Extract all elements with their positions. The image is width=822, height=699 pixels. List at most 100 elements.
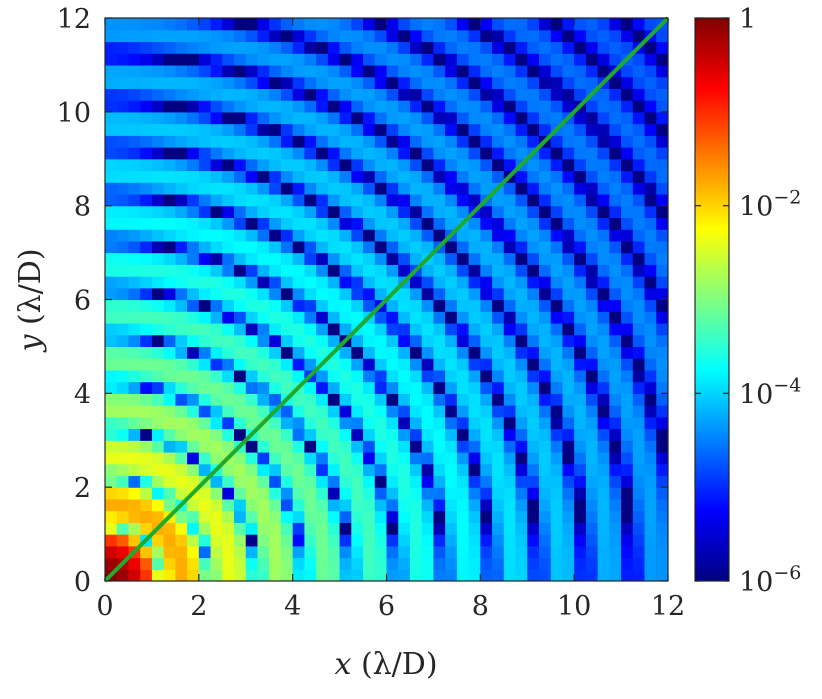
heatmap-cell	[503, 217, 517, 230]
heatmap-cell	[163, 205, 176, 218]
heatmap-cell	[128, 369, 141, 383]
heatmap-cell	[374, 170, 388, 183]
heatmap-cell	[621, 252, 634, 265]
heatmap-cell	[116, 276, 130, 289]
heatmap-cell	[503, 287, 517, 301]
heatmap-cell	[503, 569, 517, 581]
heatmap-cell	[574, 346, 587, 359]
heatmap-cell	[339, 475, 352, 488]
heatmap-cell	[550, 416, 564, 430]
heatmap-cell	[292, 147, 305, 160]
heatmap-cell	[292, 299, 305, 312]
heatmap-cell	[140, 463, 153, 477]
heatmap-cell	[128, 276, 141, 289]
heatmap-cell	[327, 405, 341, 418]
heatmap-cell	[644, 76, 657, 89]
heatmap-cell	[105, 135, 118, 148]
heatmap-cell	[644, 393, 657, 406]
heatmap-cell	[105, 322, 118, 336]
heatmap-cell	[409, 369, 423, 383]
heatmap-cell	[632, 287, 646, 301]
heatmap-cell	[128, 381, 141, 394]
heatmap-cell	[386, 100, 399, 113]
heatmap-cell	[409, 276, 423, 289]
heatmap-cell	[257, 498, 270, 512]
heatmap-cell	[374, 522, 388, 535]
heatmap-cell	[433, 170, 446, 183]
heatmap-cell	[116, 428, 130, 441]
heatmap-cell	[538, 510, 552, 523]
heatmap-cell	[492, 311, 505, 324]
heatmap-cell	[656, 287, 668, 301]
heatmap-cell	[269, 369, 282, 383]
heatmap-cell	[140, 100, 153, 113]
heatmap-cell	[105, 510, 118, 523]
heatmap-cell	[492, 463, 505, 477]
heatmap-cell	[234, 182, 247, 195]
heatmap-cell	[257, 475, 270, 488]
heatmap-cell	[292, 276, 305, 289]
heatmap-cell	[503, 522, 517, 535]
heatmap-cell	[280, 276, 294, 289]
heatmap-cell	[515, 41, 528, 54]
heatmap-cell	[116, 217, 130, 230]
heatmap-cell	[175, 229, 188, 242]
heatmap-cell	[304, 569, 317, 581]
heatmap-cell	[632, 475, 646, 488]
heatmap-cell	[151, 299, 165, 312]
heatmap-cell	[398, 100, 411, 113]
heatmap-cell	[351, 29, 364, 43]
heatmap-cell	[222, 416, 235, 430]
heatmap-cell	[480, 100, 493, 113]
heatmap-cell	[656, 123, 668, 136]
heatmap-cell	[316, 311, 329, 324]
heatmap-cell	[128, 405, 141, 418]
heatmap-cell	[644, 264, 657, 277]
heatmap-cell	[339, 264, 352, 277]
heatmap-cell	[245, 182, 259, 195]
heatmap-cell	[363, 53, 376, 66]
heatmap-cell	[468, 135, 481, 148]
heatmap-cell	[292, 534, 305, 547]
heatmap-cell	[292, 416, 305, 430]
heatmap-cell	[280, 358, 294, 371]
heatmap-cell	[468, 64, 481, 78]
heatmap-cell	[433, 487, 446, 500]
heatmap-cell	[562, 100, 575, 113]
heatmap-cell	[363, 346, 376, 359]
heatmap-cell	[105, 299, 118, 312]
heatmap-cell	[374, 405, 388, 418]
heatmap-cell	[398, 463, 411, 477]
heatmap-cell	[234, 557, 247, 570]
heatmap-cell	[269, 287, 282, 301]
heatmap-cell	[105, 358, 118, 371]
heatmap-cell	[175, 111, 188, 125]
heatmap-cell	[140, 158, 153, 172]
heatmap-cell	[210, 170, 223, 183]
heatmap-cell	[503, 53, 517, 66]
heatmap-cell	[421, 498, 435, 512]
heatmap-cell	[222, 569, 235, 581]
heatmap-cell	[327, 158, 341, 172]
heatmap-cell	[398, 205, 411, 218]
heatmap-cell	[316, 111, 329, 125]
heatmap-cell	[433, 252, 446, 265]
heatmap-cell	[175, 405, 188, 418]
heatmap-cell	[609, 428, 622, 441]
heatmap-cell	[269, 510, 282, 523]
heatmap-cell	[339, 240, 352, 254]
heatmap-cell	[351, 264, 364, 277]
heatmap-cell	[609, 41, 622, 54]
heatmap-cell	[585, 381, 599, 394]
heatmap-cell	[445, 240, 458, 254]
heatmap-cell	[433, 287, 446, 301]
heatmap-cell	[327, 205, 341, 218]
heatmap-cell	[421, 322, 435, 336]
heatmap-cell	[433, 393, 446, 406]
heatmap-cell	[269, 182, 282, 195]
heatmap-cell	[269, 170, 282, 183]
heatmap-cell	[609, 322, 622, 336]
heatmap-cell	[257, 346, 270, 359]
heatmap-cell	[269, 463, 282, 477]
heatmap-cell	[198, 369, 212, 383]
